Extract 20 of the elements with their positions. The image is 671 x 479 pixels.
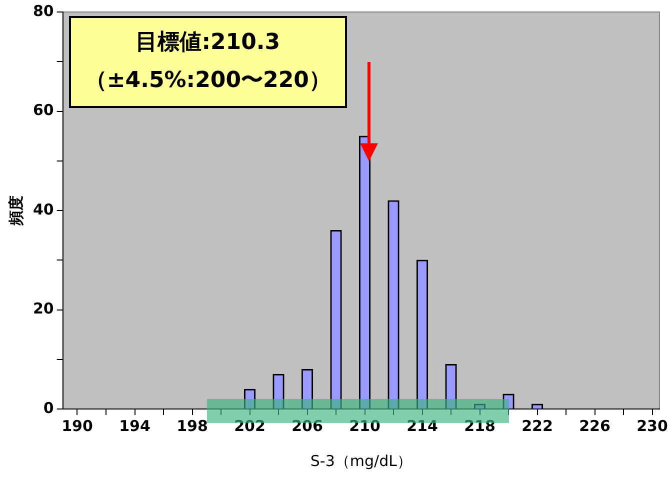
y-axis-title: 頻度 <box>6 196 25 226</box>
x-tick-label: 190 <box>62 416 93 435</box>
x-tick-label: 214 <box>406 416 438 435</box>
y-tick-label: 0 <box>43 398 54 417</box>
x-tick-label: 222 <box>522 416 553 435</box>
x-tick-label: 198 <box>176 416 208 435</box>
x-tick-label: 226 <box>579 416 610 435</box>
x-tick-label: 206 <box>292 416 323 435</box>
x-tick-label: 202 <box>234 416 266 435</box>
y-tick-label: 20 <box>33 300 54 318</box>
x-axis-title: S-3（mg/dL） <box>310 452 412 470</box>
y-tick-label: 80 <box>33 2 54 20</box>
annotation: 目標値:210.3 <box>134 29 282 57</box>
x-tick-label: 194 <box>119 416 150 435</box>
x-tick-label: 210 <box>349 416 380 435</box>
y-tick-label: 60 <box>33 101 54 120</box>
x-tick-label: 230 <box>636 416 668 435</box>
y-tick-label: 40 <box>33 200 54 218</box>
annotation: （±4.5%:200〜220） <box>84 67 331 95</box>
x-tick-label: 218 <box>464 416 496 435</box>
